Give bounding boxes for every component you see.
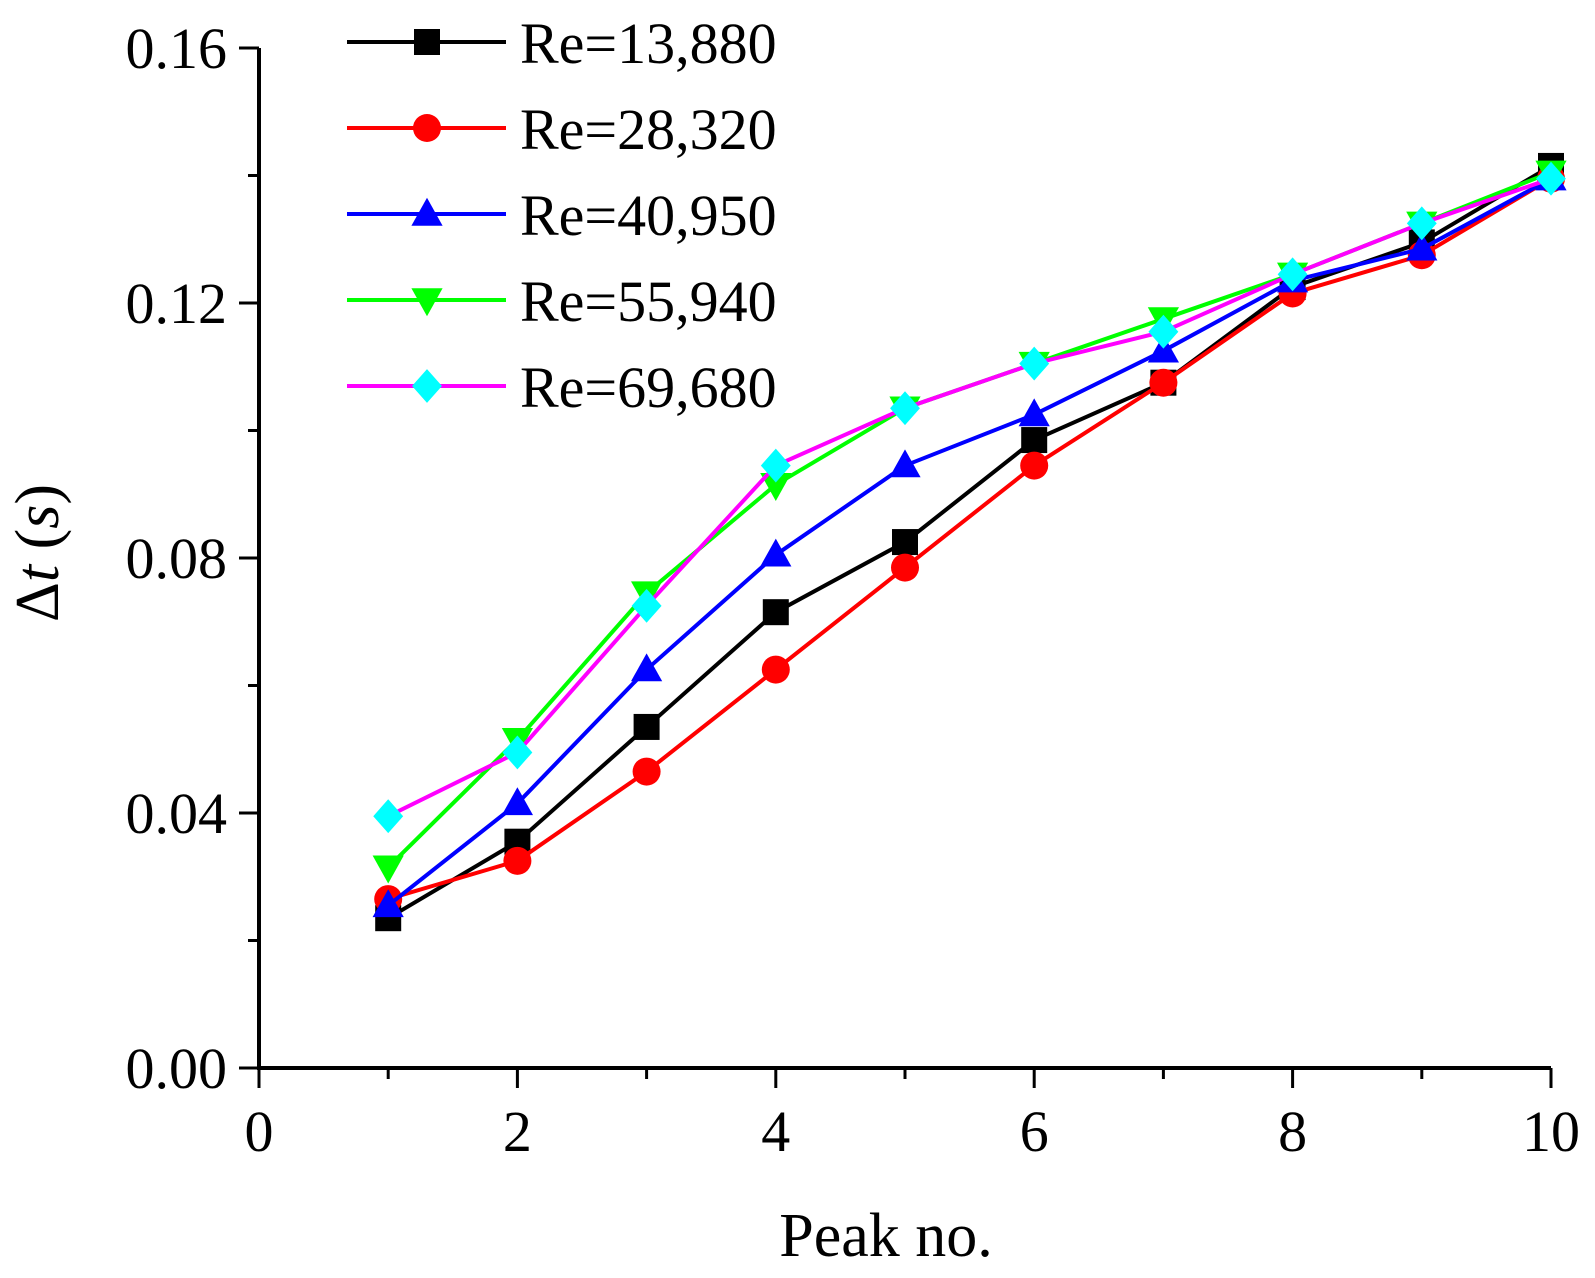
legend-label: Re=55,940 [520, 269, 777, 334]
data-point [760, 448, 791, 483]
data-point [762, 599, 789, 626]
legend-label: Re=69,680 [520, 355, 777, 420]
legend-marker [413, 114, 441, 142]
data-point [1148, 314, 1179, 349]
y-tick-label: 0.00 [126, 1036, 228, 1101]
data-point [372, 889, 404, 918]
legend: Re=13,880 Re=28,320 Re=40,950 Re=55,940 Re=6… [347, 11, 777, 420]
legend-marker [411, 288, 443, 317]
x-tick-label: 2 [503, 1099, 532, 1164]
series-layer [372, 152, 1567, 932]
legend-item-3: Re=40,950 [347, 183, 777, 248]
data-point [633, 713, 660, 740]
series-line [387, 176, 1553, 901]
data-point [760, 472, 792, 501]
x-axis-label: Peak no. [779, 1202, 993, 1270]
data-point [631, 588, 662, 623]
y-tick-label: 0.04 [126, 781, 228, 846]
data-point [760, 538, 792, 567]
series-5 [373, 161, 1566, 834]
y-axis-label: Δt (s) [4, 484, 72, 622]
data-point [1406, 232, 1438, 261]
legend-item-1: Re=13,880 [347, 11, 777, 76]
data-point [373, 799, 404, 834]
legend-label: Re=40,950 [520, 183, 777, 248]
y-axis-label-variable: t [4, 563, 72, 582]
data-point [1406, 206, 1437, 241]
data-point [1277, 257, 1308, 292]
y-tick-label: 0.16 [126, 16, 228, 81]
data-point [892, 529, 918, 556]
data-point [631, 653, 663, 682]
data-point [503, 846, 532, 875]
data-point [1536, 161, 1566, 196]
legend-label: Re=28,320 [520, 97, 777, 162]
data-point [889, 449, 921, 478]
series-line [386, 176, 1552, 908]
data-point [761, 655, 790, 684]
y-axis-label-unit-open: ( [4, 529, 72, 565]
legend-marker [412, 369, 442, 403]
legend-label: Re=13,880 [520, 11, 777, 76]
x-tick-label: 10 [1522, 1099, 1580, 1164]
legend-item-4: Re=55,940 [347, 269, 777, 334]
legend-item-5: Re=69,680 [347, 355, 777, 420]
data-point [891, 553, 919, 582]
data-point [1019, 346, 1050, 381]
x-tick-label: 8 [1278, 1099, 1307, 1164]
data-point [1020, 451, 1049, 480]
data-point [890, 391, 920, 426]
y-tick-label: 0.12 [126, 271, 228, 336]
y-tick-label: 0.08 [126, 526, 228, 591]
x-tick-label: 4 [761, 1099, 790, 1164]
y-axis-label-unit-close: ) [4, 484, 72, 505]
data-point [632, 757, 661, 786]
legend-item-2: Re=28,320 [347, 97, 777, 162]
x-tick-label: 0 [245, 1099, 274, 1164]
series-line [387, 176, 1552, 818]
axes: 0 2 4 6 8 10 0.00 0.04 0.08 0.12 0.16 [126, 16, 1581, 1164]
data-point [501, 787, 533, 816]
data-point [372, 855, 404, 884]
legend-marker [411, 197, 443, 226]
data-point [1149, 368, 1178, 397]
data-point [1018, 398, 1050, 427]
data-point [502, 735, 533, 770]
y-axis-label-symbol: Δ [4, 582, 72, 622]
legend-marker [414, 29, 440, 55]
x-tick-label: 6 [1020, 1099, 1049, 1164]
y-axis-label-unit: s [4, 505, 72, 529]
data-point [1021, 427, 1048, 454]
